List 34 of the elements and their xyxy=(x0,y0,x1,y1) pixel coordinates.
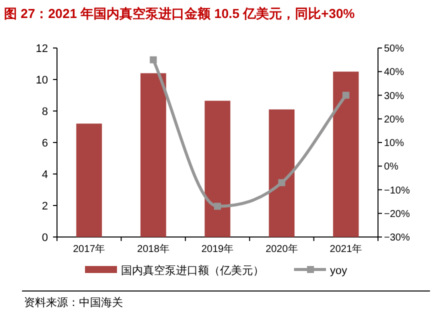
y2-tick-label: −20% xyxy=(384,208,410,220)
y2-tick-label: 30% xyxy=(384,90,404,102)
y-tick-label: 8 xyxy=(42,106,48,118)
x-tick-label: 2019年 xyxy=(201,243,234,255)
y2-tick-label: 40% xyxy=(384,67,404,78)
y2-tick-label: 10% xyxy=(384,138,404,149)
bar xyxy=(204,100,230,237)
point xyxy=(278,179,286,186)
y2-tick-label: 50% xyxy=(384,44,404,54)
legend-label: yoy xyxy=(330,265,348,277)
bar xyxy=(268,109,295,237)
y-tick-label: 4 xyxy=(42,169,48,181)
bar xyxy=(76,124,102,237)
x-tick-label: 2017年 xyxy=(72,243,106,255)
bar xyxy=(140,73,166,237)
point xyxy=(214,202,221,210)
x-tick-label: 2020年 xyxy=(266,243,298,255)
text: 资料来源：中国海关 xyxy=(24,296,123,309)
x-tick-label: 2018年 xyxy=(137,243,170,255)
x-tick-label: 2021年 xyxy=(330,243,362,255)
y-tick-label: 12 xyxy=(36,43,48,55)
y2-tick-label: 0% xyxy=(384,162,399,173)
y-tick-label: 2 xyxy=(42,200,48,212)
y2-tick-label: 20% xyxy=(384,114,404,126)
legend-label: 国内真空泵进口额（亿美元） xyxy=(121,264,264,277)
bar xyxy=(333,72,359,237)
y-tick-label: 0 xyxy=(42,232,48,244)
y-tick-label: 6 xyxy=(42,138,48,150)
chart-title: 图 27：2021 年国内真空泵进口金额 10.5 亿美元，同比+30% xyxy=(4,6,356,21)
y2-tick-label: −30% xyxy=(384,232,410,244)
y-tick-label: 10 xyxy=(36,74,48,86)
point xyxy=(342,92,350,99)
y2-tick-label: −10% xyxy=(384,185,410,196)
point xyxy=(150,56,157,64)
